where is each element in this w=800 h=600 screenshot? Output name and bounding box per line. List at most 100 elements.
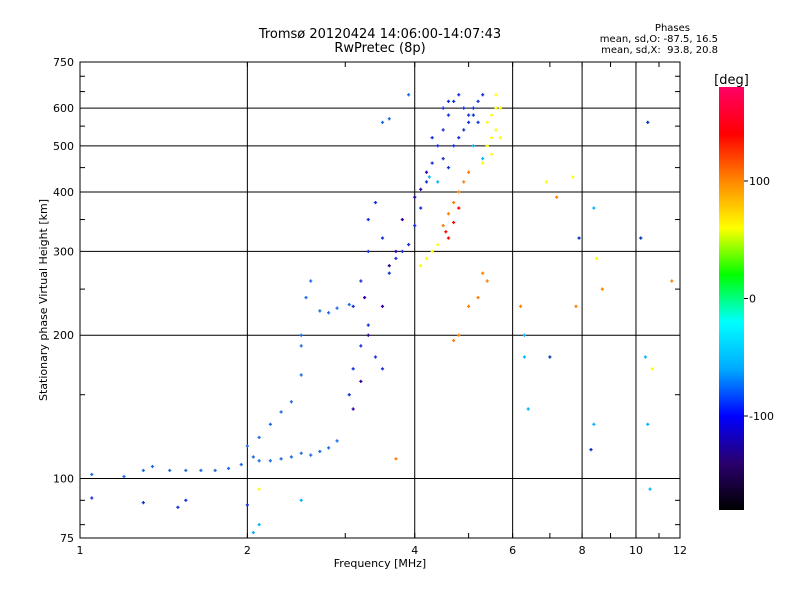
- data-point: [226, 466, 231, 471]
- data-point: [526, 407, 530, 411]
- y-tick-label: 75: [60, 532, 74, 545]
- data-point: [485, 120, 489, 124]
- data-point: [481, 157, 485, 161]
- chart-subtitle: RwPretec (8p): [334, 41, 426, 56]
- data-point: [595, 256, 599, 261]
- data-point: [430, 161, 434, 165]
- data-point: [430, 249, 434, 254]
- data-point: [419, 187, 423, 191]
- data-point: [359, 344, 363, 348]
- data-point: [380, 367, 385, 371]
- data-point: [494, 106, 498, 110]
- data-point: [245, 503, 249, 507]
- data-point: [490, 136, 494, 140]
- data-point: [359, 279, 363, 283]
- data-point: [257, 459, 261, 463]
- data-point: [141, 501, 145, 505]
- data-point: [592, 422, 596, 426]
- data-point: [452, 200, 456, 205]
- data-point: [419, 206, 423, 210]
- data-point: [592, 206, 596, 210]
- data-point: [90, 472, 94, 477]
- data-point: [184, 498, 188, 502]
- data-point: [467, 120, 471, 124]
- data-point: [407, 243, 411, 247]
- data-point: [279, 457, 283, 461]
- data-point: [441, 128, 445, 132]
- plot-frame: [79, 61, 681, 539]
- data-point: [251, 530, 255, 535]
- data-point: [251, 455, 255, 459]
- data-point: [481, 271, 485, 275]
- data-point: [318, 449, 322, 454]
- data-point: [452, 338, 456, 343]
- data-point: [335, 439, 339, 443]
- x-tick-label: 8: [579, 544, 586, 557]
- data-point: [90, 496, 94, 500]
- y-tick-label: 600: [53, 102, 74, 115]
- data-point: [427, 175, 431, 179]
- data-point: [327, 446, 331, 450]
- data-point: [476, 295, 480, 300]
- data-point: [239, 462, 243, 467]
- phases-x-line: mean, sd,X: 93.8, 20.8: [601, 45, 718, 56]
- data-point: [436, 144, 440, 148]
- phases-title: Phases: [654, 23, 690, 34]
- data-point: [446, 236, 451, 240]
- x-axis-label: Frequency [MHz]: [334, 557, 426, 570]
- data-point: [436, 180, 440, 184]
- data-point: [347, 393, 351, 397]
- data-point: [199, 468, 203, 473]
- data-point: [462, 106, 466, 110]
- data-point: [359, 379, 363, 383]
- data-point: [646, 120, 650, 124]
- y-tick-label: 300: [53, 245, 74, 258]
- data-point: [184, 468, 188, 473]
- x-tick-label: 6: [509, 544, 516, 557]
- data-point: [299, 333, 303, 337]
- data-point: [544, 180, 548, 184]
- data-point: [485, 144, 489, 148]
- data-point: [452, 99, 456, 103]
- x-tick-label: 10: [629, 544, 643, 557]
- data-point: [168, 468, 172, 473]
- data-point: [424, 170, 429, 174]
- data-point: [441, 157, 445, 161]
- colorbar-tick-label: 0: [749, 293, 756, 306]
- data-point: [289, 455, 293, 459]
- grid-lines: [80, 62, 680, 538]
- data-point: [467, 170, 471, 174]
- data-point: [589, 448, 593, 452]
- data-point: [446, 99, 451, 103]
- data-point: [413, 223, 417, 228]
- x-tick-label: 2: [244, 544, 251, 557]
- data-point: [299, 344, 303, 348]
- data-point: [424, 180, 429, 184]
- data-point: [494, 93, 498, 97]
- data-point: [366, 323, 370, 327]
- data-point: [351, 367, 355, 371]
- data-point: [380, 236, 385, 240]
- data-point: [643, 355, 648, 359]
- data-point: [257, 523, 261, 527]
- data-point: [490, 152, 494, 156]
- data-point: [245, 444, 249, 448]
- data-point: [150, 464, 155, 469]
- phases-o-line: mean, sd,O: -87.5, 16.5: [599, 34, 718, 45]
- data-point: [257, 435, 261, 440]
- data-point: [522, 355, 527, 359]
- data-point: [648, 487, 652, 491]
- data-point: [481, 93, 485, 97]
- y-axis-label: Stationary phase Virtual Height [km]: [37, 199, 50, 401]
- data-point: [430, 136, 434, 140]
- data-point: [289, 400, 293, 404]
- y-tick-label: 750: [53, 56, 74, 69]
- chart-title: Tromsø 20120424 14:06:00-14:07:43: [258, 27, 502, 42]
- data-point: [366, 249, 370, 254]
- x-tick-label: 1: [77, 544, 84, 557]
- data-point: [407, 93, 411, 97]
- data-point: [394, 457, 398, 461]
- data-point: [476, 120, 480, 124]
- data-point: [299, 373, 303, 377]
